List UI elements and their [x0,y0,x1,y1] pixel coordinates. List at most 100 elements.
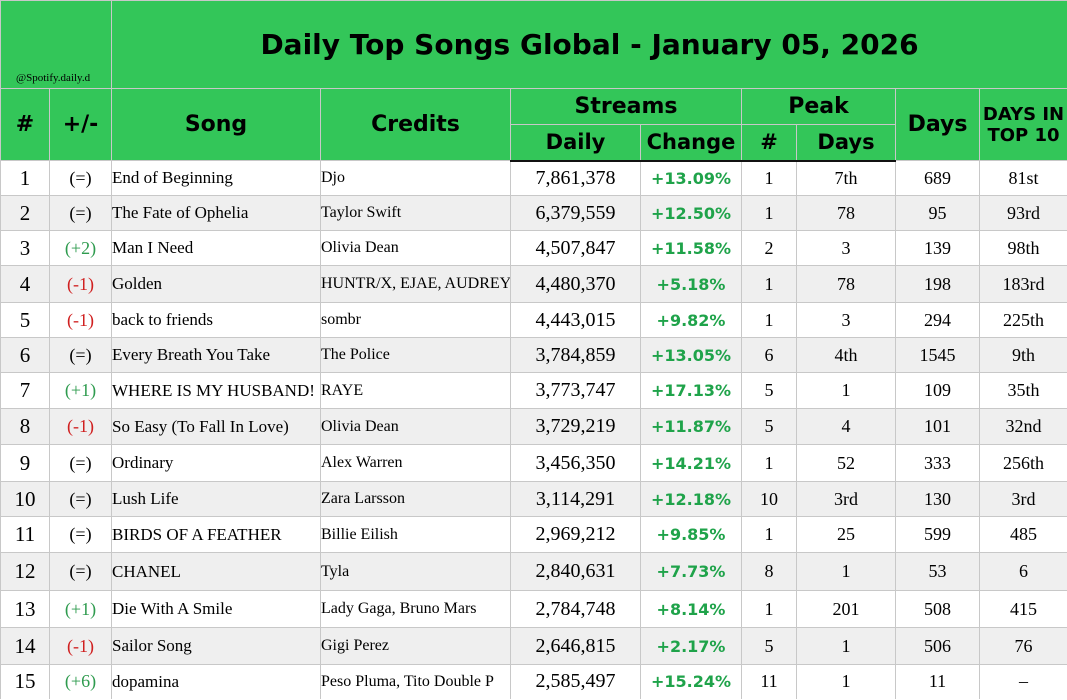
days-in-top-10: 35th [978,372,1067,409]
days-at-peak: 52 [796,444,896,482]
daily-streams: 3,114,291 [510,481,641,517]
table-row: 11 (=) BIRDS OF A FEATHER Billie Eilish 2,96… [0,516,1067,553]
peak-position: 5 [741,408,797,445]
song-credits: Olivia Dean [320,408,511,445]
rank-cell: 7 [0,372,50,409]
move-cell: (-1) [49,408,112,445]
peak-position: 6 [741,337,797,373]
rank-cell: 4 [0,265,50,303]
stream-change: +15.24% [640,664,742,699]
days-in-top-10: 225th [978,302,1067,338]
days-on-chart: 333 [895,444,980,482]
daily-streams: 4,443,015 [510,302,641,338]
table-body: 1 (=) End of Beginning Djo 7,861,378 +13.09% 1… [0,160,1067,699]
song-credits: Tyla [320,552,511,591]
move-cell: (=) [49,552,112,591]
days-on-chart: 506 [895,627,980,665]
daily-streams: 3,773,747 [510,372,641,409]
rank-cell: 3 [0,230,50,266]
header-peak-number: # [741,124,797,162]
move-cell: (+2) [49,230,112,266]
days-in-top-10: 93rd [978,195,1067,231]
header-move: +/- [49,88,112,161]
days-in-top-10: 98th [978,230,1067,266]
header-days-in-top-10: DAYS IN TOP 10 [978,88,1067,161]
song-credits: Taylor Swift [320,195,511,231]
song-title: Golden [111,265,321,303]
days-in-top-10: – [978,664,1067,699]
move-cell: (=) [49,195,112,231]
stream-change: +5.18% [640,265,742,303]
header-credits: Credits [320,88,511,161]
peak-position: 1 [741,195,797,231]
song-credits: Peso Pluma, Tito Double P [320,664,511,699]
peak-position: 1 [741,444,797,482]
song-credits: HUNTR/X, EJAE, AUDREY NUNA, REI AMI [320,265,511,303]
move-cell: (-1) [49,627,112,665]
table-row: 10 (=) Lush Life Zara Larsson 3,114,291 +12.1… [0,481,1067,517]
days-in-top-10: 485 [978,516,1067,553]
daily-streams: 3,784,859 [510,337,641,373]
stream-change: +11.58% [640,230,742,266]
table-row: 3 (+2) Man I Need Olivia Dean 4,507,847 +11.5… [0,230,1067,266]
table-row: 13 (+1) Die With A Smile Lady Gaga, Bruno M… [0,590,1067,628]
days-at-peak: 201 [796,590,896,628]
song-title: Lush Life [111,481,321,517]
stream-change: +8.14% [640,590,742,628]
days-on-chart: 11 [895,664,980,699]
move-cell: (=) [49,481,112,517]
handle-cell: @Spotify.daily.d [0,0,112,89]
days-in-top-10: 415 [978,590,1067,628]
rank-cell: 1 [0,160,50,196]
song-credits: Zara Larsson [320,481,511,517]
move-cell: (+1) [49,590,112,628]
days-at-peak: 1 [796,372,896,409]
stream-change: +7.73% [640,552,742,591]
stream-change: +17.13% [640,372,742,409]
header-streams: Streams [510,88,742,125]
peak-position: 1 [741,302,797,338]
daily-streams: 7,861,378 [510,160,641,196]
rank-cell: 5 [0,302,50,338]
peak-position: 1 [741,265,797,303]
rank-cell: 12 [0,552,50,591]
daily-streams: 2,585,497 [510,664,641,699]
song-title: dopamina [111,664,321,699]
rank-cell: 14 [0,627,50,665]
stream-change: +2.17% [640,627,742,665]
days-in-top-10: 81st [978,160,1067,196]
peak-position: 2 [741,230,797,266]
days-at-peak: 3rd [796,481,896,517]
daily-streams: 4,480,370 [510,265,641,303]
stream-change: +13.05% [640,337,742,373]
song-title: The Fate of Ophelia [111,195,321,231]
rank-cell: 8 [0,408,50,445]
days-in-top-10: 76 [978,627,1067,665]
daily-streams: 2,646,815 [510,627,641,665]
days-at-peak: 3 [796,302,896,338]
account-handle: @Spotify.daily.d [16,72,91,84]
song-credits: The Police [320,337,511,373]
song-title: So Easy (To Fall In Love) [111,408,321,445]
song-credits: Olivia Dean [320,230,511,266]
table-row: 12 (=) CHANEL Tyla 2,840,631 +7.73% 8 1 53 6 [0,552,1067,591]
header-rank: # [0,88,50,161]
days-in-top-10: 256th [978,444,1067,482]
header-peak-days: Days [796,124,896,162]
daily-streams: 2,969,212 [510,516,641,553]
days-in-top-10: 9th [978,337,1067,373]
table-row: 2 (=) The Fate of Ophelia Taylor Swift 6,379… [0,195,1067,231]
rank-cell: 13 [0,590,50,628]
days-on-chart: 689 [895,160,980,196]
days-at-peak: 7th [796,160,896,196]
rank-cell: 9 [0,444,50,482]
daily-streams: 6,379,559 [510,195,641,231]
stream-change: +9.82% [640,302,742,338]
song-credits: Gigi Perez [320,627,511,665]
song-credits: Alex Warren [320,444,511,482]
table-header: @Spotify.daily.d Daily Top Songs Global … [0,0,1067,162]
days-on-chart: 294 [895,302,980,338]
daily-streams: 3,729,219 [510,408,641,445]
